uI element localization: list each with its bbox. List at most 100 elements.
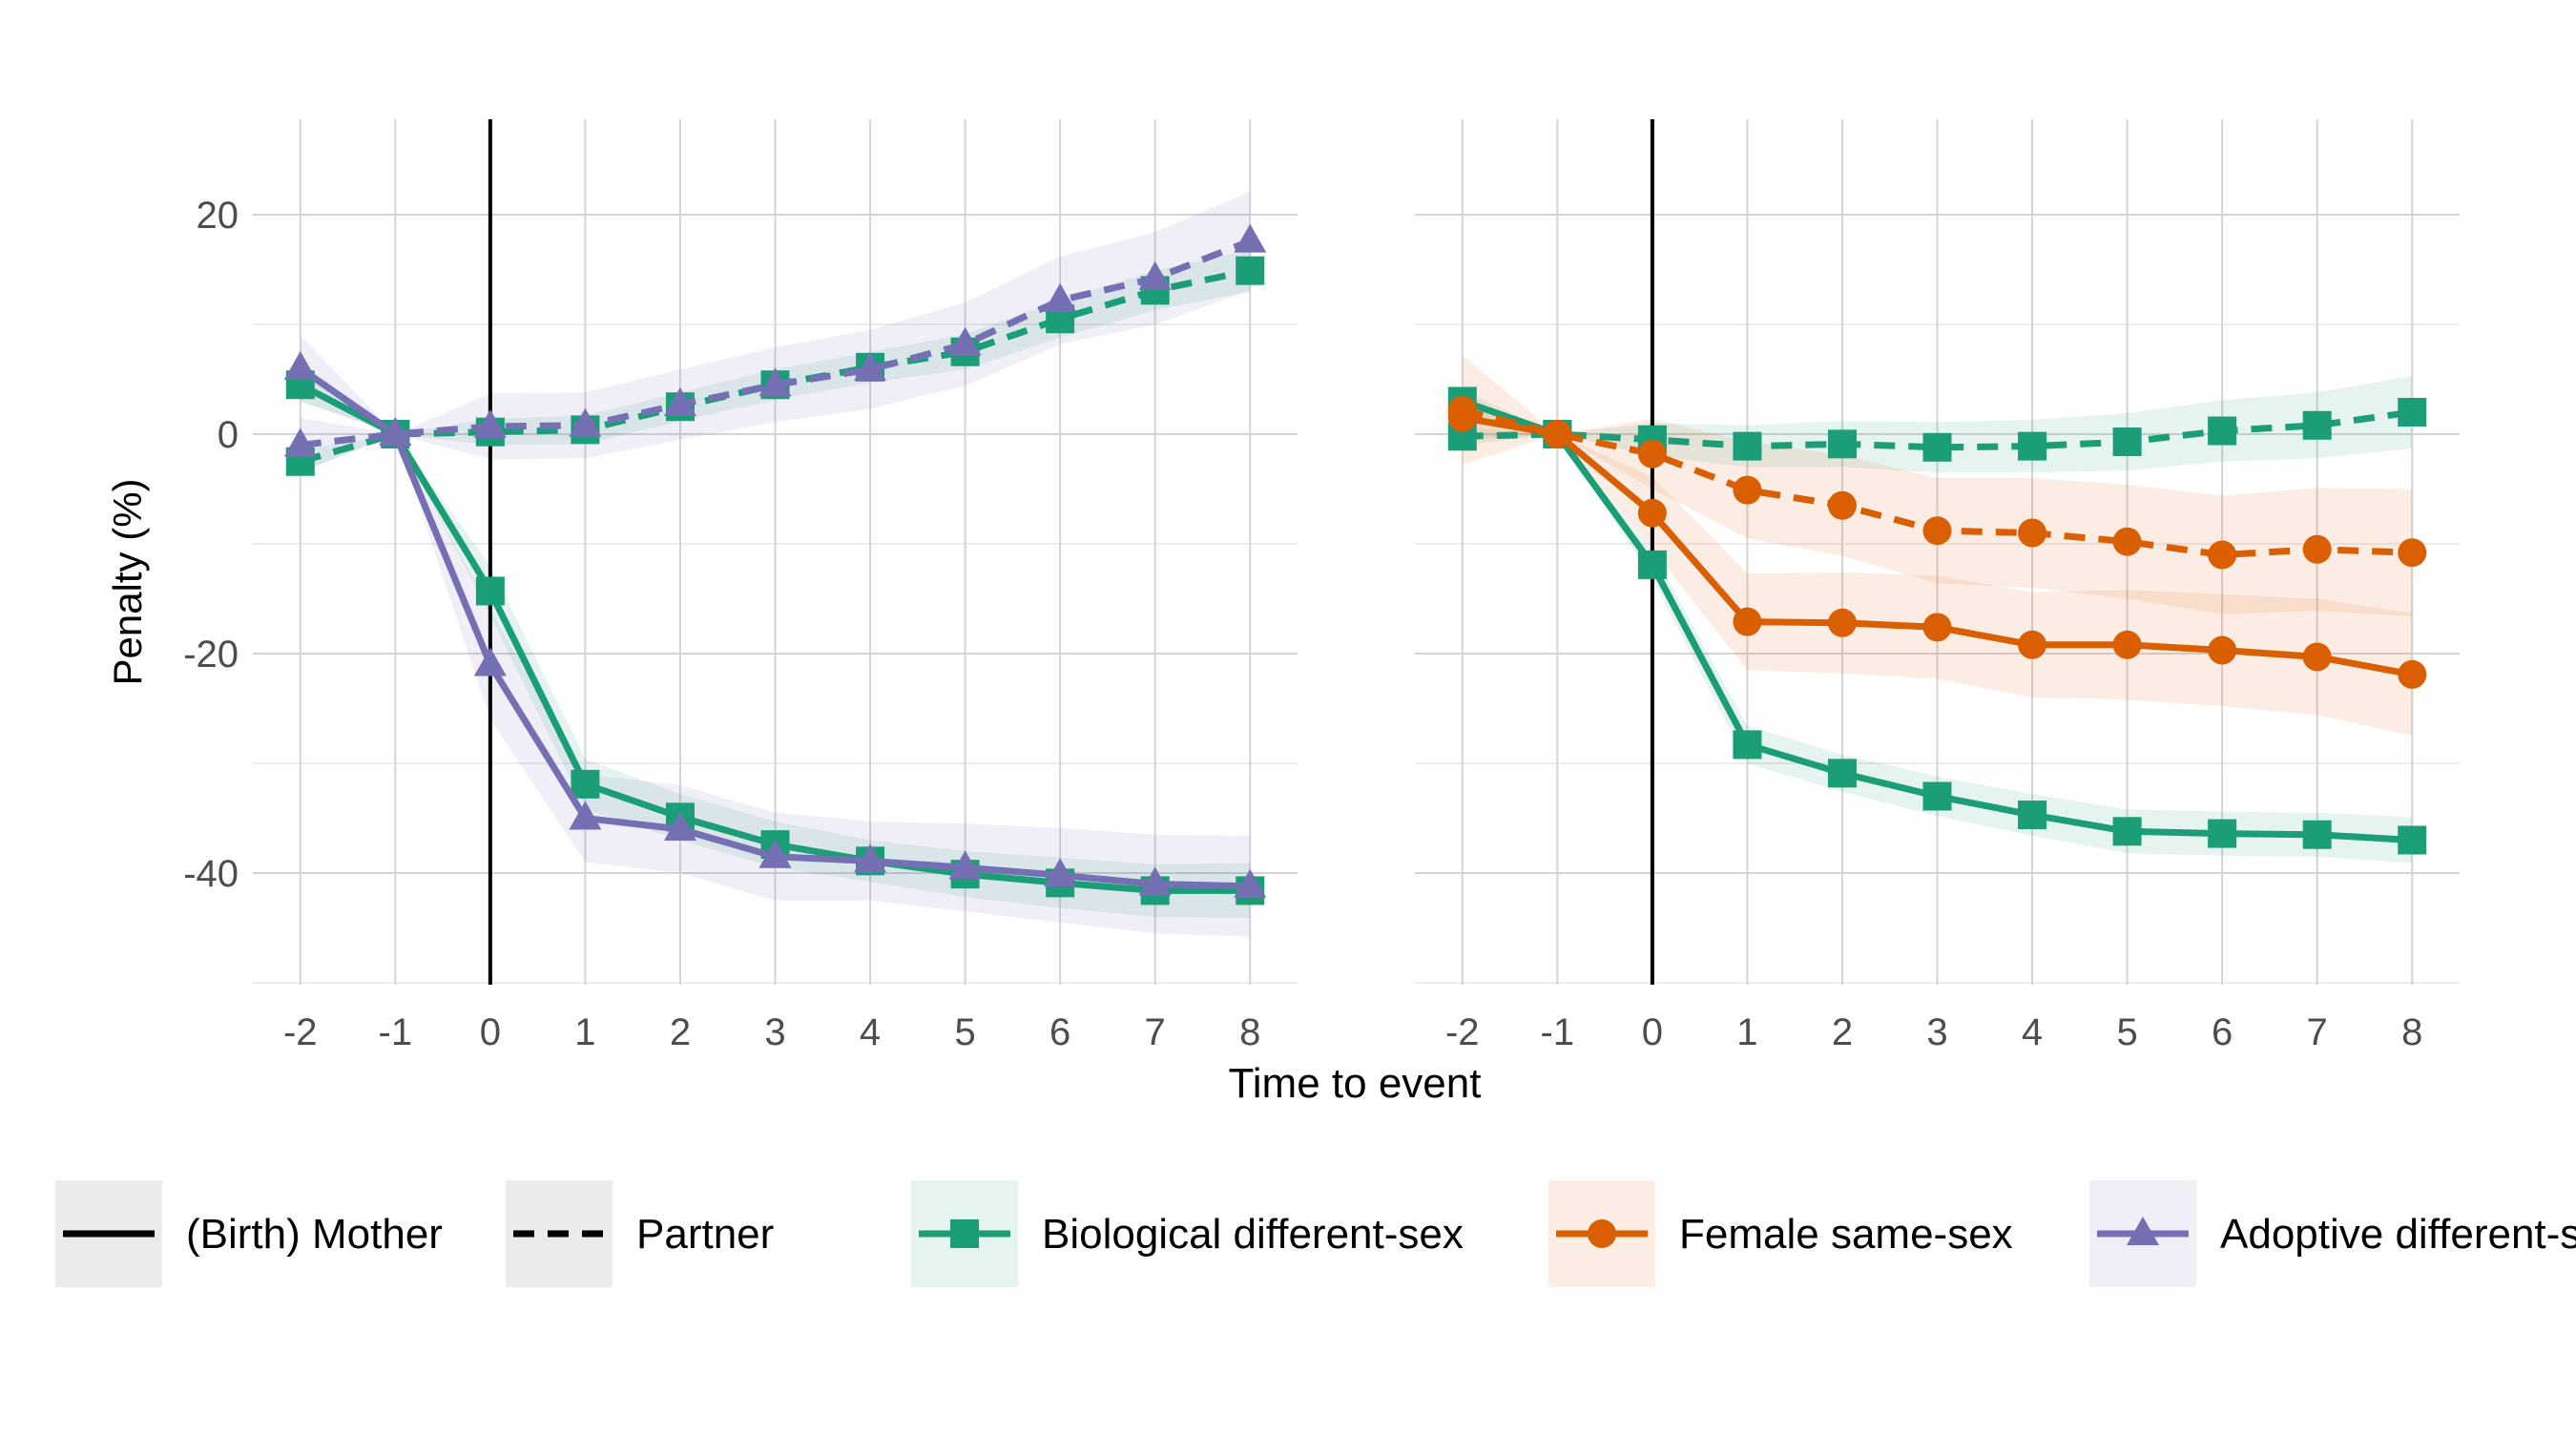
- x-tick-label: 3: [1926, 1011, 1947, 1053]
- data-point-adoptive-different-sex-partner: [1044, 282, 1077, 312]
- data-point-female-same-sex-birth-mother: [2398, 659, 2427, 689]
- x-tick-label: 4: [2022, 1011, 2043, 1053]
- x-tick-label: -1: [1541, 1011, 1575, 1053]
- y-tick-label: 20: [197, 195, 239, 237]
- data-point-biological-different-sex-birth-mother: [2018, 801, 2047, 830]
- data-point-biological-different-sex-partner: [1236, 256, 1265, 285]
- x-tick-label: -1: [379, 1011, 413, 1053]
- data-point-adoptive-different-sex-birth-mother: [663, 812, 696, 841]
- data-point-female-same-sex-partner: [1827, 490, 1857, 520]
- x-tick-label: -2: [283, 1011, 318, 1053]
- x-tick-label: 6: [1049, 1011, 1070, 1053]
- x-tick-label: 1: [574, 1011, 595, 1053]
- ci-band-adoptive-different-sex-partner: [300, 191, 1251, 473]
- data-point-female-same-sex-birth-mother: [2112, 630, 2142, 659]
- data-point-adoptive-different-sex-partner: [948, 326, 982, 356]
- y-tick-label: -20: [183, 634, 239, 676]
- data-point-adoptive-different-sex-partner: [379, 417, 412, 446]
- data-point-adoptive-different-sex-birth-mother: [948, 850, 982, 880]
- data-point-biological-different-sex-birth-mother: [1637, 550, 1667, 579]
- x-tick-label: 0: [480, 1011, 501, 1053]
- x-tick-label: 6: [2212, 1011, 2233, 1053]
- x-tick-label: 8: [2401, 1011, 2422, 1053]
- x-tick-label: 2: [670, 1011, 691, 1053]
- x-tick-label: 5: [2116, 1011, 2137, 1053]
- data-point-adoptive-different-sex-partner: [758, 367, 792, 397]
- data-point-female-same-sex-birth-mother: [2018, 630, 2047, 659]
- data-point-female-same-sex-partner: [2398, 538, 2427, 568]
- data-point-biological-different-sex-partner: [1827, 429, 1857, 459]
- data-point-female-same-sex-partner: [2302, 534, 2332, 564]
- x-tick-label: 0: [1642, 1011, 1663, 1053]
- x-tick-label: 2: [1832, 1011, 1853, 1053]
- data-point-adoptive-different-sex-partner: [283, 427, 317, 457]
- panel-left: -2 -1 0 1 2 3 4 5 6 7 8 20 0 -20 -40: [183, 119, 1298, 1053]
- legend-label-birth-mother: (Birth) Mother: [186, 1211, 443, 1258]
- legend-label-female-same-sex: Female same-sex: [1679, 1211, 2013, 1258]
- data-point-female-same-sex-partner: [1543, 420, 1572, 448]
- data-point-biological-different-sex-birth-mother: [475, 576, 505, 606]
- data-point-adoptive-different-sex-partner: [569, 407, 602, 437]
- data-point-female-same-sex-partner: [2112, 527, 2142, 556]
- data-point-adoptive-different-sex-birth-mother: [569, 801, 602, 830]
- x-tick-label: 3: [764, 1011, 785, 1053]
- y-axis-title: Penalty (%): [105, 478, 150, 685]
- series-line-biological-different-sex-partner: [1462, 408, 2413, 451]
- data-point-biological-different-sex-birth-mother: [1922, 781, 1952, 811]
- data-point-adoptive-different-sex-partner: [1234, 223, 1267, 253]
- x-tick-label: 7: [1145, 1011, 1166, 1053]
- legend-label-partner: Partner: [636, 1211, 774, 1258]
- data-point-adoptive-different-sex-birth-mother: [1138, 866, 1172, 896]
- legend-key-marker: [2127, 1217, 2159, 1245]
- ci-band-adoptive-different-sex-birth-mother: [300, 335, 1251, 937]
- data-point-female-same-sex-birth-mother: [1827, 608, 1857, 637]
- data-point-biological-different-sex-birth-mother: [571, 769, 600, 799]
- data-point-biological-different-sex-partner: [1733, 431, 1762, 461]
- data-point-adoptive-different-sex-partner: [854, 352, 887, 382]
- x-axis-title: Time to event: [1229, 1060, 1482, 1107]
- legend-label-adoptive-different-sex: Adoptive different-sex: [2220, 1211, 2576, 1258]
- x-tick-label: 8: [1239, 1011, 1260, 1053]
- legend: (Birth) Mother Partner Biological differen…: [55, 1180, 2576, 1287]
- ci-band-biological-different-sex-birth-mother: [1462, 390, 2413, 864]
- data-point-female-same-sex-partner: [1447, 395, 1477, 425]
- data-point-adoptive-different-sex-birth-mother: [473, 647, 507, 676]
- legend-label-biological-different-sex: Biological different-sex: [1042, 1211, 1464, 1258]
- data-point-adoptive-different-sex-partner: [473, 408, 507, 438]
- ci-band-biological-different-sex-partner: [1462, 376, 2413, 473]
- data-point-female-same-sex-birth-mother: [2208, 635, 2237, 665]
- data-point-biological-different-sex-partner: [2302, 410, 2332, 440]
- data-point-biological-different-sex-birth-mother: [1827, 759, 1857, 788]
- data-point-adoptive-different-sex-partner: [663, 386, 696, 416]
- data-point-adoptive-different-sex-partner: [1138, 260, 1172, 290]
- data-point-female-same-sex-partner: [2018, 518, 2047, 548]
- x-tick-label: 4: [860, 1011, 881, 1053]
- x-tick-label: -2: [1445, 1011, 1480, 1053]
- data-point-biological-different-sex-birth-mother: [2398, 825, 2427, 855]
- y-tick-label: -40: [183, 853, 239, 895]
- data-point-adoptive-different-sex-birth-mother: [1044, 858, 1077, 887]
- data-point-biological-different-sex-partner: [2018, 431, 2047, 461]
- x-tick-label: 7: [2307, 1011, 2328, 1053]
- legend-key-marker: [950, 1219, 979, 1248]
- data-point-adoptive-different-sex-birth-mother: [854, 843, 887, 873]
- data-point-biological-different-sex-partner: [2398, 398, 2427, 427]
- data-point-female-same-sex-birth-mother: [1637, 498, 1667, 528]
- data-point-biological-different-sex-birth-mother: [2112, 817, 2142, 846]
- data-point-female-same-sex-partner: [1637, 439, 1667, 468]
- data-point-biological-different-sex-birth-mother: [2208, 819, 2237, 848]
- data-point-adoptive-different-sex-birth-mother: [758, 839, 792, 868]
- x-tick-label: 1: [1736, 1011, 1757, 1053]
- data-point-biological-different-sex-partner: [1922, 432, 1952, 462]
- data-point-biological-different-sex-partner: [2112, 427, 2142, 457]
- data-point-biological-different-sex-partner: [2208, 416, 2237, 446]
- data-point-female-same-sex-partner: [1922, 516, 1952, 546]
- data-point-female-same-sex-birth-mother: [2302, 642, 2332, 672]
- legend-key-marker: [1588, 1219, 1616, 1248]
- data-point-adoptive-different-sex-birth-mother: [1234, 868, 1267, 898]
- data-point-female-same-sex-birth-mother: [1733, 607, 1762, 636]
- data-point-adoptive-different-sex-birth-mother: [283, 351, 317, 380]
- x-tick-label: 5: [954, 1011, 975, 1053]
